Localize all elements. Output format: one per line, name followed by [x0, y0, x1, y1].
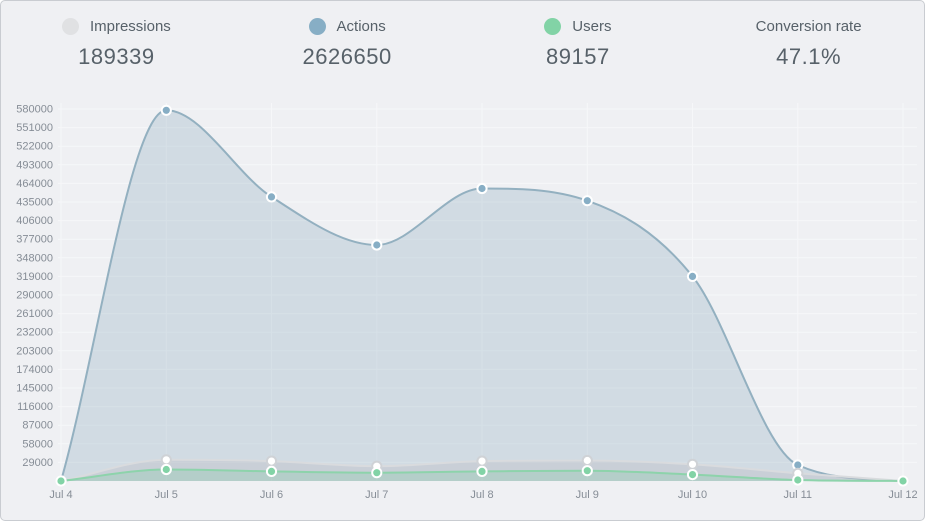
- y-tick-label: 29000: [22, 457, 53, 469]
- data-point[interactable]: [265, 455, 278, 467]
- actions-value: 2626650: [302, 44, 392, 69]
- legend-item-impressions[interactable]: Impressions: [61, 17, 171, 35]
- data-point[interactable]: [476, 455, 488, 467]
- users-label: Users: [572, 17, 612, 35]
- data-point[interactable]: [897, 475, 909, 487]
- y-tick-label: 87000: [22, 420, 53, 432]
- x-tick-label: Jul 11: [784, 489, 813, 501]
- y-tick-label: 232000: [16, 327, 53, 339]
- data-point[interactable]: [371, 239, 383, 251]
- data-point[interactable]: [686, 469, 699, 481]
- y-tick-label: 145000: [16, 383, 53, 395]
- conversion-rate-label: Conversion rate: [755, 17, 862, 35]
- area-chart[interactable]: 580000 551000 522000 493000 464000 435000 4060…: [1, 79, 925, 521]
- data-point[interactable]: [686, 270, 699, 282]
- data-point[interactable]: [265, 191, 278, 203]
- data-point[interactable]: [476, 182, 488, 195]
- y-tick-label: 58000: [22, 438, 53, 450]
- metric-actions: Actions 2626650: [232, 17, 463, 79]
- y-tick-label: 377000: [16, 234, 53, 246]
- data-point[interactable]: [581, 195, 593, 207]
- y-tick-label: 348000: [16, 252, 53, 264]
- metric-users: Users 89157: [463, 17, 694, 79]
- x-tick-label: Jul 7: [365, 489, 388, 501]
- conversion-rate-value: 47.1%: [776, 44, 842, 69]
- data-point[interactable]: [265, 465, 278, 477]
- data-point[interactable]: [581, 454, 593, 467]
- data-point[interactable]: [371, 467, 383, 479]
- data-point[interactable]: [476, 465, 488, 477]
- y-tick-label: 319000: [16, 271, 53, 283]
- gridlines: [58, 103, 917, 481]
- x-tick-label: Jul 5: [155, 489, 178, 501]
- actions-legend-dot-icon: [308, 17, 326, 35]
- points-users: [55, 463, 909, 487]
- y-tick-label: 203000: [16, 345, 53, 357]
- y-tick-label: 435000: [16, 197, 53, 209]
- series-line: [60, 109, 904, 482]
- axis-labels: 580000 551000 522000 493000 464000 435000 4060…: [16, 104, 917, 502]
- data-point[interactable]: [55, 475, 67, 487]
- data-point[interactable]: [160, 104, 172, 116]
- impressions-label: Impressions: [89, 17, 171, 35]
- conversion-rate-head: Conversion rate: [756, 17, 862, 35]
- data-point[interactable]: [160, 454, 172, 466]
- users-value: 89157: [546, 44, 610, 69]
- x-tick-label: Jul 9: [576, 489, 599, 501]
- series-actions: [60, 109, 904, 482]
- actions-label: Actions: [336, 17, 386, 35]
- users-legend-dot-icon: [544, 17, 562, 35]
- metrics-header: Impressions 189339 Actions 2626650 Users…: [1, 1, 924, 79]
- y-tick-label: 290000: [16, 290, 53, 302]
- metric-impressions: Impressions 189339: [1, 17, 232, 79]
- legend-item-users[interactable]: Users: [544, 17, 611, 35]
- data-point[interactable]: [686, 458, 699, 470]
- x-tick-label: Jul 8: [470, 489, 493, 501]
- y-tick-label: 551000: [16, 122, 53, 134]
- impressions-legend-dot-icon: [61, 17, 79, 35]
- x-tick-label: Jul 12: [888, 489, 917, 501]
- y-tick-label: 174000: [16, 364, 53, 376]
- data-point[interactable]: [792, 474, 804, 486]
- y-tick-label: 580000: [16, 104, 53, 116]
- y-tick-label: 406000: [16, 215, 53, 227]
- x-tick-label: Jul 6: [260, 489, 283, 501]
- legend-item-actions[interactable]: Actions: [308, 17, 386, 35]
- series-area: [61, 110, 903, 482]
- metric-conversion-rate: Conversion rate 47.1%: [693, 17, 924, 79]
- data-point[interactable]: [581, 465, 593, 477]
- x-tick-label: Jul 4: [49, 489, 72, 501]
- y-tick-label: 116000: [17, 401, 53, 413]
- impressions-value: 189339: [78, 44, 155, 69]
- y-tick-label: 261000: [16, 308, 53, 320]
- x-tick-label: Jul 10: [678, 489, 707, 501]
- y-tick-label: 464000: [16, 178, 53, 190]
- y-tick-label: 493000: [16, 159, 53, 171]
- data-point[interactable]: [160, 463, 172, 476]
- y-tick-label: 522000: [16, 141, 53, 153]
